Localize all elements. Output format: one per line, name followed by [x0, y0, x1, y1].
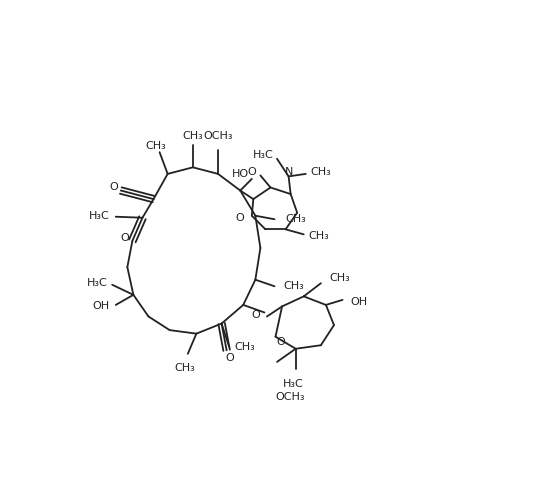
- Text: CH₃: CH₃: [309, 231, 329, 241]
- Text: H₃C: H₃C: [253, 150, 273, 160]
- Text: CH₃: CH₃: [175, 363, 195, 373]
- Text: CH₃: CH₃: [234, 342, 255, 352]
- Text: OH: OH: [92, 301, 109, 311]
- Text: CH₃: CH₃: [284, 281, 304, 291]
- Text: OH: OH: [350, 297, 367, 307]
- Text: H₃C: H₃C: [88, 211, 109, 221]
- Text: O: O: [276, 337, 285, 347]
- Text: CH₃: CH₃: [182, 131, 203, 141]
- Text: O: O: [226, 353, 234, 363]
- Text: O: O: [236, 213, 244, 223]
- Text: CH₃: CH₃: [329, 273, 350, 283]
- Text: OCH₃: OCH₃: [203, 131, 233, 141]
- Text: N: N: [284, 167, 293, 177]
- Text: O: O: [248, 167, 256, 177]
- Text: CH₃: CH₃: [285, 214, 306, 224]
- Text: H₃C: H₃C: [283, 379, 304, 389]
- Text: H₃C: H₃C: [86, 278, 107, 288]
- Text: OCH₃: OCH₃: [276, 392, 305, 402]
- Text: O: O: [251, 310, 260, 320]
- Text: CH₃: CH₃: [145, 141, 166, 151]
- Text: CH₃: CH₃: [311, 167, 332, 177]
- Text: HO: HO: [232, 169, 249, 179]
- Text: O: O: [110, 182, 119, 193]
- Text: O: O: [121, 233, 130, 243]
